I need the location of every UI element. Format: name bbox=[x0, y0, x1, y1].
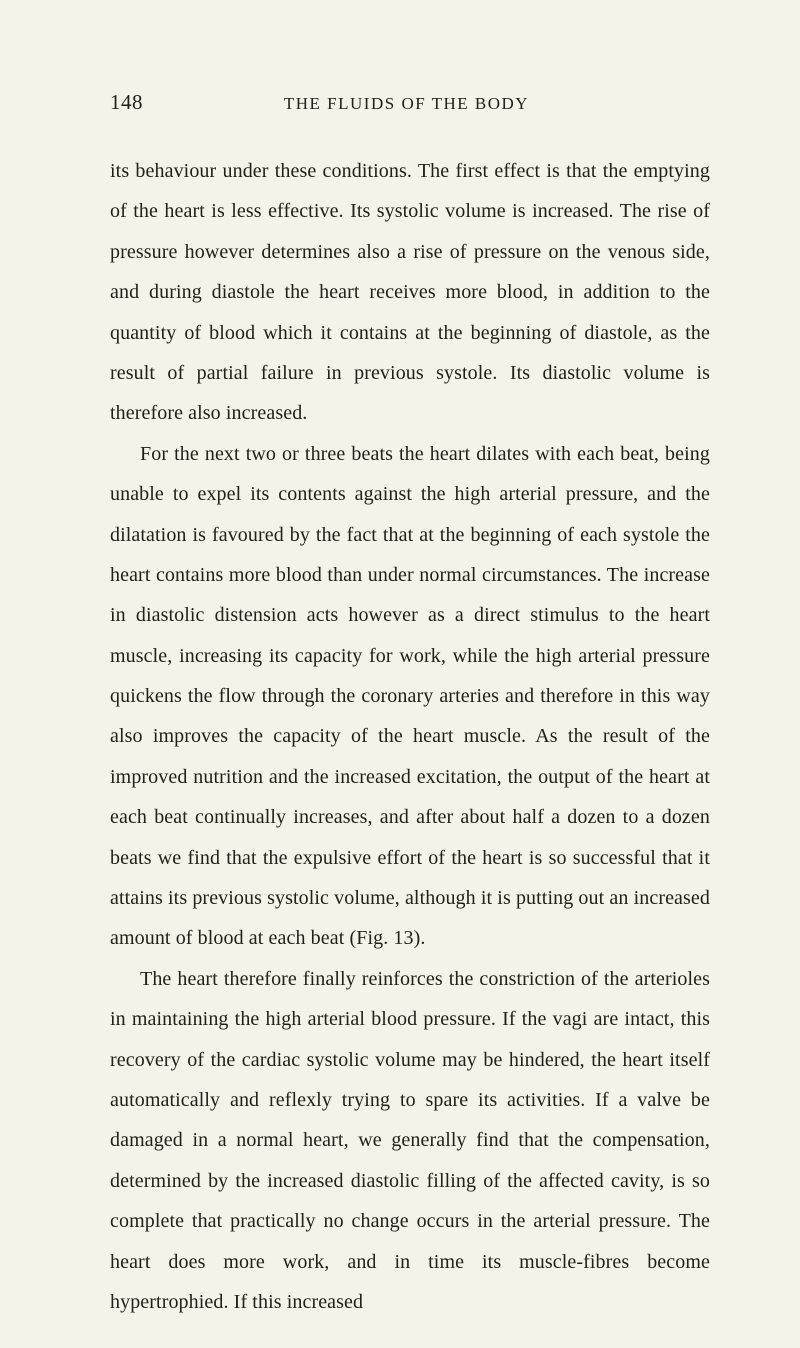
paragraph-3: The heart therefore finally reinforces t… bbox=[110, 959, 710, 1323]
page-header: 148 THE FLUIDS OF THE BODY bbox=[110, 90, 710, 115]
paragraph-1: its behaviour under these conditions. Th… bbox=[110, 151, 710, 434]
running-title: THE FLUIDS OF THE BODY bbox=[143, 94, 710, 114]
page-number: 148 bbox=[110, 90, 143, 115]
body-text: its behaviour under these conditions. Th… bbox=[110, 151, 710, 1322]
paragraph-2: For the next two or three beats the hear… bbox=[110, 434, 710, 959]
